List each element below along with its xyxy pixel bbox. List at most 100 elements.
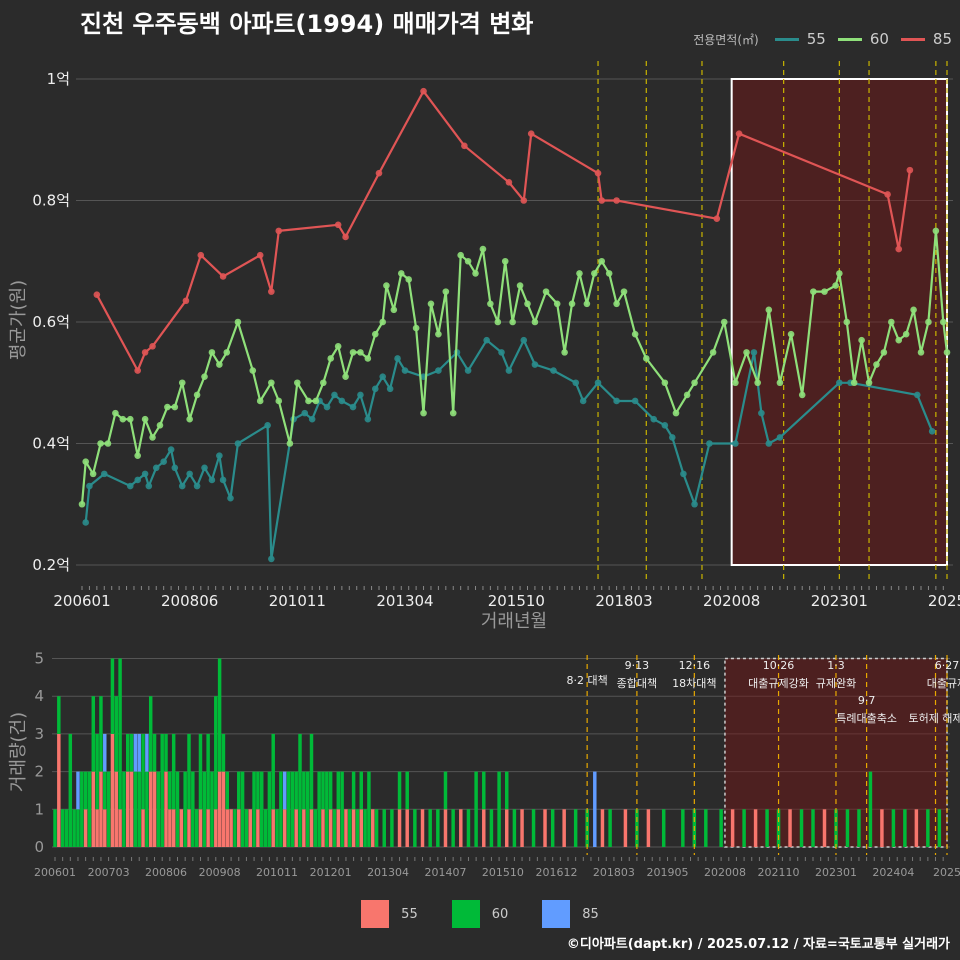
volume-bar-60 (332, 809, 337, 847)
volume-bar-60 (225, 771, 230, 810)
price-x-tick-label: 2025 (928, 592, 960, 610)
data-point-60 (449, 409, 457, 417)
series-line-85 (95, 90, 911, 372)
data-point-60 (895, 336, 903, 344)
volume-bar-55 (405, 809, 409, 847)
volume-y-tick-label: 5 (34, 650, 44, 668)
volume-bar-60 (267, 771, 272, 847)
data-point-55 (394, 355, 401, 362)
policy-annotation: 종합대책 (617, 677, 657, 690)
data-point-85 (461, 142, 468, 150)
volume-bar-55 (520, 809, 524, 847)
volume-bar-60 (126, 733, 130, 772)
volume-bar-60 (531, 809, 536, 847)
data-point-60 (917, 349, 925, 356)
data-point-85 (93, 291, 101, 298)
volume-bar-60 (103, 771, 107, 810)
volume-bar-60 (443, 771, 448, 810)
volume-bar-55 (600, 809, 605, 847)
volume-bar-60 (240, 771, 245, 847)
data-point-55 (914, 391, 921, 399)
data-point-60 (850, 379, 858, 387)
price-x-tick-label: 202008 (703, 592, 760, 610)
data-point-60 (787, 330, 795, 338)
data-point-85 (527, 130, 535, 137)
data-point-60 (268, 379, 275, 387)
volume-x-tick-label: 200601 (34, 866, 76, 879)
data-point-60 (141, 415, 149, 423)
volume-bar-55 (914, 809, 919, 847)
data-point-60 (832, 282, 839, 289)
volume-x-tick-label: 202008 (704, 866, 746, 879)
data-point-60 (516, 282, 524, 289)
volume-x-tick-label: 201803 (593, 866, 635, 879)
data-point-55 (338, 397, 346, 405)
volume-bar-55 (282, 809, 287, 847)
data-point-60 (754, 379, 761, 387)
legend-swatch-85 (900, 37, 925, 41)
volume-bar-60 (221, 733, 226, 772)
volume-bar-60 (271, 733, 275, 810)
volume-bar-60 (482, 771, 486, 810)
data-point-60 (888, 318, 895, 326)
volume-bar-60 (413, 809, 417, 847)
volume-bar-55 (221, 771, 226, 847)
volume-legend-label-85: 85 (582, 906, 599, 922)
data-point-60 (342, 373, 349, 380)
data-point-55 (706, 440, 713, 447)
data-point-55 (308, 415, 316, 423)
data-point-55 (520, 336, 528, 344)
data-point-55 (401, 367, 409, 374)
volume-bar-60 (868, 771, 873, 847)
volume-bar-60 (57, 696, 61, 734)
volume-bar-55 (248, 809, 252, 847)
volume-bar-60 (145, 771, 149, 847)
data-point-55 (331, 391, 338, 399)
data-point-60 (561, 349, 568, 356)
data-point-60 (383, 282, 390, 289)
data-point-55 (160, 458, 167, 466)
volume-x-tick-label: 201510 (482, 866, 524, 879)
data-point-55 (550, 367, 557, 374)
legend-label-55: 55 (806, 30, 826, 48)
volume-bar-60 (363, 809, 367, 847)
policy-annotation: 6·27 (935, 659, 960, 672)
volume-bar-60 (405, 771, 409, 810)
volume-bar-60 (313, 809, 318, 847)
volume-bar-60 (160, 733, 164, 847)
data-point-55 (613, 397, 620, 405)
volume-bar-55 (110, 733, 115, 847)
price-x-tick-label: 201803 (595, 592, 652, 610)
volume-bar-55 (229, 809, 233, 847)
data-point-60 (939, 318, 947, 326)
data-point-60 (568, 300, 576, 308)
data-point-55 (100, 470, 108, 478)
data-point-60 (843, 318, 851, 326)
volume-bar-55 (543, 809, 547, 847)
volume-bar-55 (880, 809, 884, 847)
data-point-85 (613, 197, 620, 204)
data-point-55 (82, 519, 90, 526)
volume-bar-60 (355, 809, 360, 847)
volume-bar-55 (168, 809, 172, 847)
volume-bar-60 (512, 809, 517, 847)
data-point-55 (126, 482, 134, 490)
volume-x-tick-label: 202110 (758, 866, 800, 879)
volume-legend-item-55: 55 (361, 900, 418, 928)
data-point-60 (201, 373, 208, 380)
volume-legend-box-55 (361, 900, 390, 928)
data-point-60 (364, 355, 372, 362)
data-point-60 (542, 288, 550, 295)
policy-annotation: 8·2 대책 (567, 674, 608, 687)
data-point-85 (505, 178, 513, 186)
data-point-55 (531, 361, 539, 368)
data-point-55 (776, 434, 784, 441)
volume-bar-60 (681, 809, 685, 847)
volume-bar-60 (164, 733, 168, 772)
data-point-85 (520, 197, 528, 204)
volume-bar-60 (573, 809, 578, 847)
data-point-60 (164, 403, 171, 411)
volume-bar-55 (646, 809, 651, 847)
volume-bar-55 (482, 809, 486, 847)
volume-bar-60 (137, 771, 141, 847)
